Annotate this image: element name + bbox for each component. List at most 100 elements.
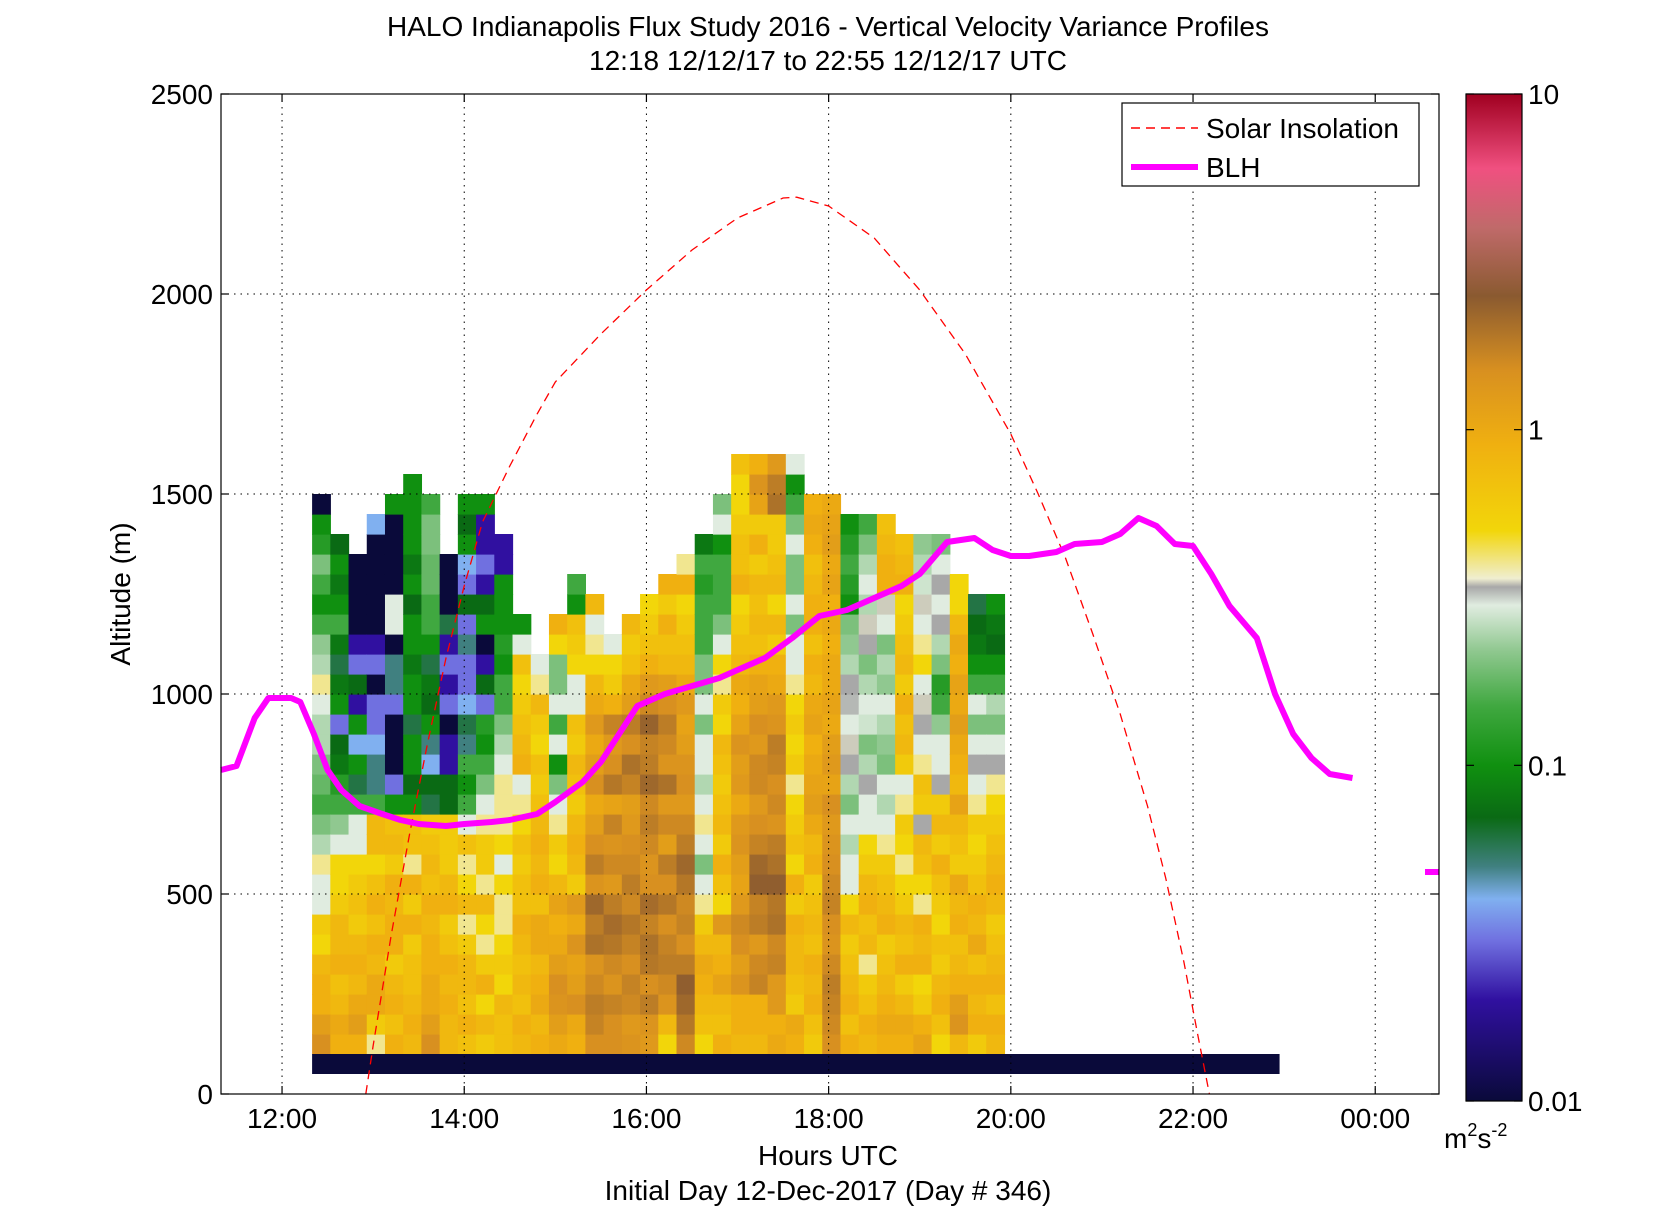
heatmap-cell (986, 1034, 1006, 1055)
heatmap-cell (676, 794, 696, 815)
heatmap-cell (931, 534, 951, 555)
heatmap-cell (822, 954, 842, 975)
heatmap-cell (384, 1014, 404, 1035)
heatmap-cell (840, 854, 860, 875)
heatmap-cell (968, 874, 987, 895)
heatmap-cell (749, 514, 769, 535)
heatmap-cell (348, 554, 368, 575)
heatmap-cell (712, 974, 732, 995)
heatmap-cell (676, 754, 696, 775)
heatmap-cell (421, 594, 441, 615)
heatmap-cell (949, 614, 969, 635)
heatmap-cell (913, 874, 933, 895)
heatmap-cell (421, 714, 441, 735)
heatmap-cell (640, 754, 659, 775)
heatmap-cell (876, 654, 896, 675)
heatmap-cell (603, 634, 623, 655)
heatmap-cell (530, 934, 550, 955)
heatmap-cell (384, 994, 404, 1015)
heatmap-cell (731, 614, 750, 635)
heatmap-cell (767, 674, 787, 695)
heatmap-cell (931, 994, 951, 1015)
y-tick-label: 1000 (151, 679, 213, 710)
heatmap-cell (767, 994, 787, 1015)
heatmap-cell (421, 854, 441, 875)
heatmap-cell (403, 854, 423, 875)
heatmap-cell (512, 914, 532, 935)
heatmap-cell (366, 834, 386, 855)
heatmap-cell (895, 874, 914, 895)
heatmap-cell (403, 894, 423, 915)
heatmap-cell (312, 834, 331, 855)
heatmap-cell (567, 794, 586, 815)
heatmap-cell (731, 934, 750, 955)
heatmap-cell (494, 754, 514, 775)
heatmap-cell (986, 594, 1006, 615)
heatmap-cell (804, 1034, 823, 1055)
heatmap-cell (366, 994, 386, 1015)
heatmap-cell (312, 854, 331, 875)
heatmap-cell (585, 814, 605, 835)
heatmap-cell (330, 954, 350, 975)
heatmap-cell (457, 634, 477, 655)
legend: Solar Insolation BLH (1121, 102, 1420, 187)
heatmap-cell (949, 974, 969, 995)
heatmap-cell (785, 574, 805, 595)
heatmap-cell (913, 594, 933, 615)
heatmap-cell (840, 954, 860, 975)
heatmap-cell (585, 874, 605, 895)
heatmap-cell (949, 714, 969, 735)
heatmap-cell (330, 974, 350, 995)
heatmap-cell (931, 614, 951, 635)
heatmap-cell (876, 774, 896, 795)
heatmap-cell (567, 914, 586, 935)
heatmap-cell (804, 754, 823, 775)
heatmap-cell (913, 954, 933, 975)
heatmap-cell (403, 774, 423, 795)
heatmap-cell (512, 954, 532, 975)
heatmap-cell (895, 1014, 914, 1035)
heatmap-cell (804, 594, 823, 615)
heatmap-cell (494, 994, 514, 1015)
heatmap-cell (804, 874, 823, 895)
heatmap-cell (640, 1014, 659, 1035)
heatmap-cell (785, 594, 805, 615)
heatmap-cell (421, 694, 441, 715)
heatmap-cell (822, 534, 842, 555)
heatmap-cell (366, 614, 386, 635)
heatmap-cell (585, 634, 605, 655)
heatmap-cell (585, 974, 605, 995)
heatmap-cell (421, 974, 441, 995)
heatmap-cell (858, 894, 878, 915)
heatmap-cell (822, 994, 842, 1015)
heatmap-cell (567, 874, 586, 895)
heatmap-cell (621, 794, 641, 815)
heatmap-cell (640, 974, 659, 995)
heatmap-cell (366, 594, 386, 615)
heatmap-cell (731, 714, 750, 735)
heatmap-cell (403, 474, 423, 495)
heatmap-cell (712, 534, 732, 555)
heatmap-cell (439, 614, 459, 635)
heatmap-cell (694, 714, 714, 735)
heatmap-cell (712, 814, 732, 835)
heatmap-cell (822, 694, 842, 715)
heatmap-cell (330, 694, 350, 715)
heatmap-cell (476, 594, 495, 615)
heatmap (312, 454, 1280, 1074)
heatmap-cell (785, 454, 805, 475)
heatmap-cell (785, 754, 805, 775)
heatmap-cell (658, 634, 678, 655)
heatmap-cell (621, 934, 641, 955)
heatmap-cell (712, 654, 732, 675)
heatmap-cell (530, 894, 550, 915)
heatmap-cell (494, 894, 514, 915)
heatmap-cell (312, 494, 331, 515)
heatmap-cell (749, 494, 769, 515)
heatmap-cell (913, 974, 933, 995)
heatmap-cell (858, 1014, 878, 1035)
heatmap-cell (530, 874, 550, 895)
heatmap-cell (767, 834, 787, 855)
heatmap-cell (858, 974, 878, 995)
